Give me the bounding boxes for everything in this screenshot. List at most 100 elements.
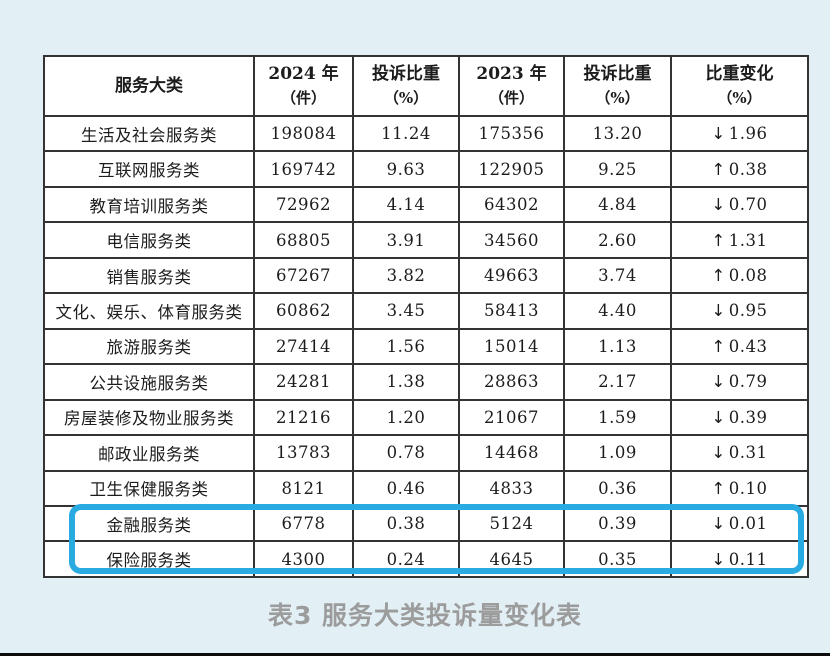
change-value: 0.79 bbox=[728, 372, 768, 392]
up-arrow-icon: ↑ bbox=[711, 336, 726, 356]
row-2023-count: 4833 bbox=[458, 469, 565, 507]
table-row: 旅游服务类 27414 1.56 15014 1.13 ↑ 0.43 bbox=[43, 327, 809, 366]
up-arrow-icon: ↑ bbox=[711, 478, 726, 498]
change-value: 0.11 bbox=[728, 549, 768, 569]
row-category: 公共设施服务类 bbox=[43, 363, 255, 401]
row-2024-share: 3.45 bbox=[352, 292, 460, 330]
row-category: 邮政业服务类 bbox=[43, 434, 255, 472]
row-2024-count: 27414 bbox=[253, 327, 354, 366]
row-category: 保险服务类 bbox=[43, 540, 255, 578]
row-category: 销售服务类 bbox=[43, 256, 255, 295]
table-row: 卫生保健服务类 8121 0.46 4833 0.36 ↑ 0.10 bbox=[43, 469, 809, 507]
table-header: 服务大类 2024 年 （件） 投诉比重 （%） 2023 年 （件） bbox=[43, 55, 809, 117]
row-share-change: ↓ 0.11 bbox=[670, 540, 809, 578]
row-2024-count: 72962 bbox=[253, 185, 354, 224]
row-2023-share: 0.39 bbox=[563, 504, 672, 543]
down-arrow-icon: ↓ bbox=[711, 124, 726, 144]
row-2024-count: 67267 bbox=[253, 256, 354, 295]
table-row: 邮政业服务类 13783 0.78 14468 1.09 ↓ 0.31 bbox=[43, 434, 809, 472]
row-category: 房屋装修及物业服务类 bbox=[43, 398, 255, 437]
complaints-table-wrap: 服务大类 2024 年 （件） 投诉比重 （%） 2023 年 （件） bbox=[43, 55, 809, 578]
row-2024-count: 4300 bbox=[253, 540, 354, 578]
row-2023-count: 14468 bbox=[458, 434, 565, 472]
row-share-change: ↓ 0.31 bbox=[670, 434, 809, 472]
row-2023-share: 1.59 bbox=[563, 398, 672, 437]
row-2023-share: 4.84 bbox=[563, 185, 672, 224]
row-2024-share: 0.78 bbox=[352, 434, 460, 472]
row-2023-count: 5124 bbox=[458, 504, 565, 543]
row-2024-count: 24281 bbox=[253, 363, 354, 401]
bottom-divider-bar bbox=[0, 653, 830, 656]
up-arrow-icon: ↑ bbox=[711, 266, 726, 286]
row-2023-count: 175356 bbox=[458, 114, 565, 153]
down-arrow-icon: ↓ bbox=[711, 195, 726, 215]
down-arrow-icon: ↓ bbox=[711, 372, 726, 392]
row-2023-share: 13.20 bbox=[563, 114, 672, 153]
row-2024-count: 68805 bbox=[253, 221, 354, 259]
row-2023-count: 49663 bbox=[458, 256, 565, 295]
row-2023-count: 15014 bbox=[458, 327, 565, 366]
row-2024-count: 6778 bbox=[253, 504, 354, 543]
down-arrow-icon: ↓ bbox=[711, 549, 726, 569]
down-arrow-icon: ↓ bbox=[711, 443, 726, 463]
header-row: 服务大类 2024 年 （件） 投诉比重 （%） 2023 年 （件） bbox=[43, 55, 809, 117]
change-value: 0.43 bbox=[728, 336, 768, 356]
row-2023-share: 4.40 bbox=[563, 292, 672, 330]
change-value: 0.01 bbox=[728, 514, 768, 534]
table-body: 生活及社会服务类 198084 11.24 175356 13.20 ↓ 1.96 互联网服务… bbox=[43, 114, 809, 578]
row-2024-share: 0.46 bbox=[352, 469, 460, 507]
header-share-change: 比重变化 （%） bbox=[670, 55, 809, 117]
table-row: 电信服务类 68805 3.91 34560 2.60 ↑ 1.31 bbox=[43, 221, 809, 259]
table-caption: 表3 服务大类投诉量变化表 bbox=[267, 601, 583, 630]
header-category-label: 服务大类 bbox=[115, 76, 183, 96]
row-2023-count: 28863 bbox=[458, 363, 565, 401]
table-row: 互联网服务类 169742 9.63 122905 9.25 ↑ 0.38 bbox=[43, 150, 809, 188]
table-row: 金融服务类 6778 0.38 5124 0.39 ↓ 0.01 bbox=[43, 504, 809, 543]
row-2023-share: 9.25 bbox=[563, 150, 672, 188]
table-row: 公共设施服务类 24281 1.38 28863 2.17 ↓ 0.79 bbox=[43, 363, 809, 401]
row-2024-count: 169742 bbox=[253, 150, 354, 188]
row-2023-count: 58413 bbox=[458, 292, 565, 330]
row-share-change: ↓ 0.95 bbox=[670, 292, 809, 330]
row-2024-share: 3.91 bbox=[352, 221, 460, 259]
table-row: 教育培训服务类 72962 4.14 64302 4.84 ↓ 0.70 bbox=[43, 185, 809, 224]
row-2023-share: 1.13 bbox=[563, 327, 672, 366]
row-2024-share: 1.20 bbox=[352, 398, 460, 437]
row-2024-share: 0.38 bbox=[352, 504, 460, 543]
row-share-change: ↓ 0.01 bbox=[670, 504, 809, 543]
row-category: 旅游服务类 bbox=[43, 327, 255, 366]
table-row: 销售服务类 67267 3.82 49663 3.74 ↑ 0.08 bbox=[43, 256, 809, 295]
change-value: 0.10 bbox=[728, 478, 768, 498]
table-row: 生活及社会服务类 198084 11.24 175356 13.20 ↓ 1.96 bbox=[43, 114, 809, 153]
row-2024-share: 11.24 bbox=[352, 114, 460, 153]
row-category: 文化、娱乐、体育服务类 bbox=[43, 292, 255, 330]
change-value: 0.39 bbox=[728, 407, 768, 427]
change-value: 0.08 bbox=[728, 266, 768, 286]
row-category: 电信服务类 bbox=[43, 221, 255, 259]
row-2024-count: 198084 bbox=[253, 114, 354, 153]
row-2023-share: 2.60 bbox=[563, 221, 672, 259]
row-2024-share: 0.24 bbox=[352, 540, 460, 578]
header-2023-share: 投诉比重 （%） bbox=[563, 55, 672, 117]
row-2023-count: 34560 bbox=[458, 221, 565, 259]
row-share-change: ↑ 0.08 bbox=[670, 256, 809, 295]
header-2024-count: 2024 年 （件） bbox=[253, 55, 354, 117]
change-value: 0.38 bbox=[728, 159, 768, 179]
change-value: 1.31 bbox=[728, 230, 768, 250]
row-2024-share: 1.38 bbox=[352, 363, 460, 401]
header-2024-share: 投诉比重 （%） bbox=[352, 55, 460, 117]
header-category: 服务大类 bbox=[43, 55, 255, 117]
row-2023-share: 0.35 bbox=[563, 540, 672, 578]
up-arrow-icon: ↑ bbox=[711, 230, 726, 250]
row-category: 生活及社会服务类 bbox=[43, 114, 255, 153]
table-row: 文化、娱乐、体育服务类 60862 3.45 58413 4.40 ↓ 0.95 bbox=[43, 292, 809, 330]
change-value: 1.96 bbox=[728, 124, 768, 144]
table-row: 保险服务类 4300 0.24 4645 0.35 ↓ 0.11 bbox=[43, 540, 809, 578]
row-category: 金融服务类 bbox=[43, 504, 255, 543]
row-category: 卫生保健服务类 bbox=[43, 469, 255, 507]
row-share-change: ↓ 0.39 bbox=[670, 398, 809, 437]
table-row: 房屋装修及物业服务类 21216 1.20 21067 1.59 ↓ 0.39 bbox=[43, 398, 809, 437]
row-category: 教育培训服务类 bbox=[43, 185, 255, 224]
row-2023-share: 2.17 bbox=[563, 363, 672, 401]
